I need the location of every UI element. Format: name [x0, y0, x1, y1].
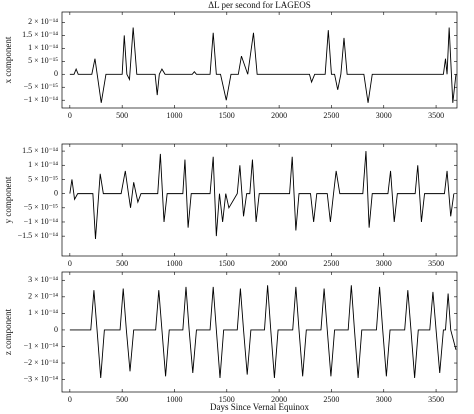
x-tick-label: 1500 — [219, 395, 235, 404]
x-tick-label: 0 — [68, 111, 72, 120]
x-tick-label: 2000 — [271, 259, 287, 268]
x-tick-label: 500 — [116, 395, 128, 404]
y-tick-label: 5 × 10⁻¹⁵ — [28, 56, 58, 65]
x-tick-label: 2500 — [323, 111, 339, 120]
x-tick-label: 0 — [68, 259, 72, 268]
x-tick-label: 2500 — [323, 395, 339, 404]
x-tick-label: 500 — [116, 259, 128, 268]
y-tick-label: 2 × 10⁻¹⁴ — [28, 17, 58, 26]
data-line — [69, 151, 455, 240]
x-tick-label: 500 — [116, 111, 128, 120]
x-tick-label: 1000 — [166, 395, 182, 404]
x-tick-label: 1000 — [166, 111, 182, 120]
y-axis-label: x component — [3, 36, 13, 83]
y-tick-label: 0 — [54, 69, 58, 78]
x-tick-label: 3500 — [428, 259, 444, 268]
x-tick-label: 2000 — [271, 111, 287, 120]
x-tick-label: 1000 — [166, 259, 182, 268]
y-tick-label: −1 × 10⁻¹⁴ — [24, 341, 59, 350]
y-axis-label: z component — [3, 308, 13, 355]
y-tick-label: −1.5 × 10⁻¹⁴ — [18, 231, 59, 240]
x-tick-label: 0 — [68, 395, 72, 404]
plot-frame — [61, 271, 458, 393]
x-tick-label: 2500 — [323, 259, 339, 268]
y-tick-label: 1.5 × 10⁻¹⁴ — [22, 30, 58, 39]
y-tick-label: 1 × 10⁻¹⁴ — [28, 308, 58, 317]
y-tick-label: −1 × 10⁻¹⁴ — [24, 95, 59, 104]
x-tick-label: 3000 — [376, 395, 392, 404]
y-tick-label: −2 × 10⁻¹⁴ — [24, 358, 59, 367]
y-tick-label: 1 × 10⁻¹⁴ — [28, 160, 58, 169]
x-tick-label: 1500 — [219, 259, 235, 268]
x-tick-label: 3500 — [428, 111, 444, 120]
plot-frame — [61, 143, 458, 257]
data-line — [69, 27, 457, 103]
x-tick-label: 2000 — [271, 395, 287, 404]
plot-frame — [61, 11, 458, 109]
y-tick-label: 1.5 × 10⁻¹⁴ — [22, 146, 58, 155]
y-tick-label: −5 × 10⁻¹⁵ — [24, 203, 59, 212]
y-tick-label: 2 × 10⁻¹⁴ — [28, 292, 58, 301]
y-tick-label: 1 × 10⁻¹⁴ — [28, 43, 58, 52]
y-tick-label: 0 — [54, 325, 58, 334]
y-tick-label: −5 × 10⁻¹⁵ — [24, 82, 59, 91]
y-axis-label: y component — [3, 176, 13, 223]
chart-title: ΔL per second for LAGEOS — [208, 0, 310, 10]
data-line — [69, 285, 457, 378]
y-tick-label: 5 × 10⁻¹⁵ — [28, 174, 58, 183]
y-tick-label: −1 × 10⁻¹⁴ — [24, 217, 59, 226]
y-tick-label: −3 × 10⁻¹⁴ — [24, 374, 59, 383]
x-tick-label: 1500 — [219, 111, 235, 120]
x-tick-label: 3500 — [428, 395, 444, 404]
y-tick-label: 0 — [54, 188, 58, 197]
x-axis-label: Days Since Vernal Equinox — [210, 402, 310, 412]
x-tick-label: 3000 — [376, 259, 392, 268]
x-tick-label: 3000 — [376, 111, 392, 120]
y-tick-label: 3 × 10⁻¹⁴ — [28, 275, 58, 284]
